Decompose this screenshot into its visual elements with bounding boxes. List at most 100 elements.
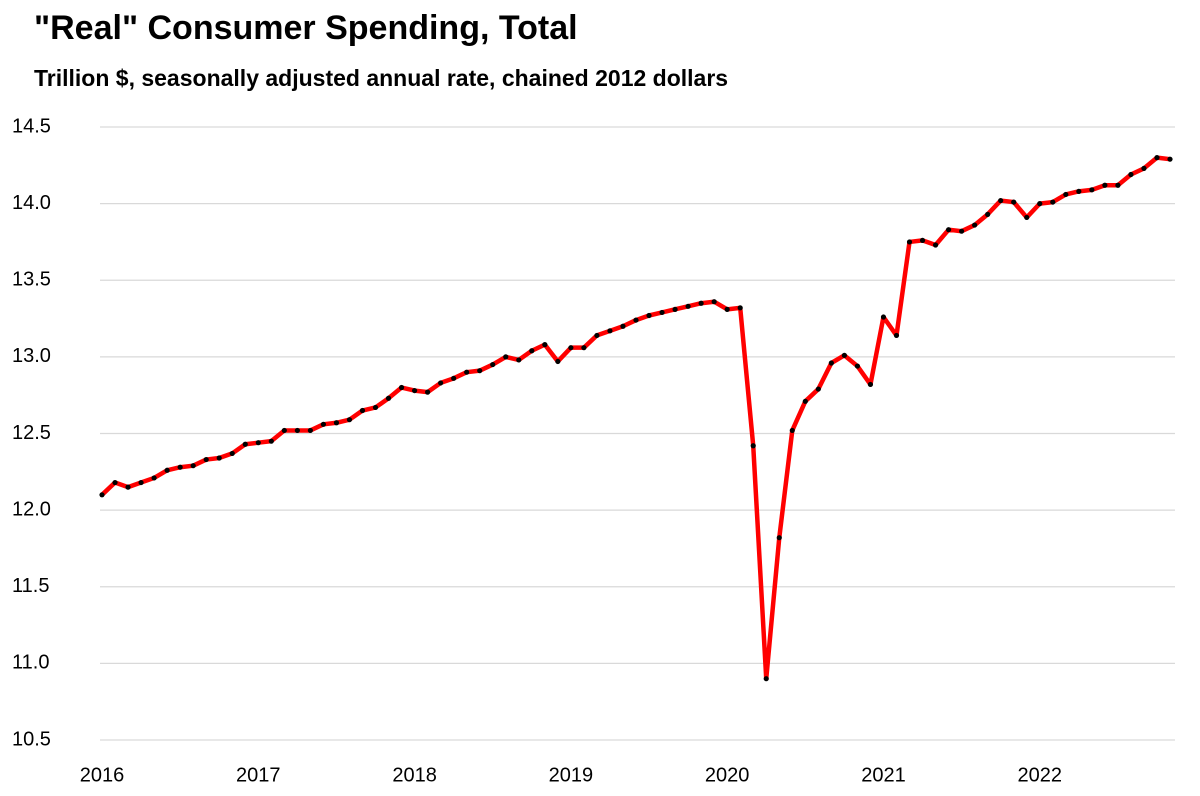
data-point [216, 455, 222, 461]
data-point [945, 227, 952, 233]
data-point [672, 306, 678, 312]
data-point [985, 211, 991, 217]
data-point [802, 398, 808, 404]
data-point [255, 440, 261, 446]
data-point [542, 342, 548, 348]
data-point [1050, 199, 1056, 205]
data-point [737, 305, 743, 311]
data-point [698, 300, 704, 306]
data-point [841, 352, 847, 358]
data-point [190, 463, 196, 469]
data-point [1024, 214, 1030, 221]
data-point [633, 317, 639, 323]
data-point [906, 239, 913, 245]
data-point [307, 427, 313, 434]
data-point [503, 354, 509, 360]
data-point [359, 407, 366, 414]
data-point [1154, 155, 1160, 161]
data-point [711, 299, 717, 305]
data-point [959, 228, 965, 234]
data-point [490, 361, 496, 368]
data-point [164, 467, 170, 473]
data-point [242, 441, 248, 447]
data-point [620, 323, 626, 329]
data-point [815, 386, 821, 392]
x-tick-label: 2017 [236, 764, 281, 786]
data-point [516, 357, 522, 363]
data-point [99, 492, 105, 498]
chart-title: "Real" Consumer Spending, Total [34, 9, 578, 47]
data-point [398, 384, 405, 391]
data-point [919, 237, 926, 244]
data-point [1063, 191, 1069, 198]
data-point [867, 381, 874, 388]
data-point [294, 427, 300, 434]
data-point [998, 197, 1004, 204]
x-tick-label: 2016 [80, 764, 125, 786]
data-point [425, 389, 431, 395]
data-point [1115, 182, 1121, 188]
data-point [438, 380, 444, 386]
data-point [750, 443, 756, 449]
data-point [568, 345, 574, 351]
y-tick-label: 14.0 [12, 192, 51, 214]
x-tick-label: 2022 [1018, 764, 1063, 786]
data-point [346, 417, 353, 423]
data-point [724, 306, 730, 312]
data-point [1011, 199, 1017, 205]
y-tick-label: 12.0 [12, 498, 51, 520]
data-point [372, 404, 379, 411]
x-tick-label: 2021 [861, 764, 906, 786]
data-point [789, 427, 795, 434]
y-tick-label: 11.5 [12, 575, 49, 597]
y-tick-label: 14.5 [12, 115, 51, 137]
data-point [880, 314, 887, 320]
data-point [646, 312, 652, 319]
chart-subtitle: Trillion $, seasonally adjusted annual r… [34, 65, 728, 91]
data-point [411, 387, 418, 394]
y-tick-label: 13.0 [12, 345, 51, 367]
data-point [1089, 187, 1095, 193]
data-point [932, 242, 939, 248]
data-point [685, 303, 691, 309]
data-point [203, 456, 209, 463]
data-point [607, 328, 613, 334]
data-point [659, 309, 665, 316]
data-point [763, 676, 769, 682]
y-tick-label: 12.5 [12, 422, 51, 444]
data-point [477, 368, 483, 374]
data-point [1102, 182, 1108, 188]
data-point [333, 420, 340, 426]
data-point [1141, 165, 1147, 171]
data-point [125, 484, 131, 490]
x-tick-label: 2019 [549, 764, 594, 786]
data-point [828, 360, 834, 366]
data-point [581, 345, 587, 351]
data-point [138, 479, 144, 486]
y-tick-label: 10.5 [12, 728, 51, 750]
data-point [594, 332, 600, 339]
data-point [529, 348, 535, 354]
x-tick-label: 2020 [705, 764, 750, 786]
data-point [776, 535, 782, 541]
data-point [229, 450, 235, 457]
data-point [151, 475, 157, 481]
data-point [177, 464, 183, 470]
data-point [268, 438, 274, 444]
data-point [385, 395, 392, 401]
data-point [281, 427, 287, 434]
data-point [451, 375, 457, 381]
data-point [1076, 188, 1082, 194]
data-point [1037, 201, 1043, 207]
data-point [972, 222, 978, 228]
data-point [464, 369, 470, 375]
data-line [100, 155, 1171, 681]
data-point [320, 421, 327, 427]
x-tick-label: 2018 [392, 764, 437, 786]
y-tick-label: 13.5 [12, 269, 51, 291]
data-point [854, 363, 861, 369]
data-point [1128, 171, 1134, 178]
data-point [555, 358, 561, 365]
data-point [112, 479, 118, 486]
